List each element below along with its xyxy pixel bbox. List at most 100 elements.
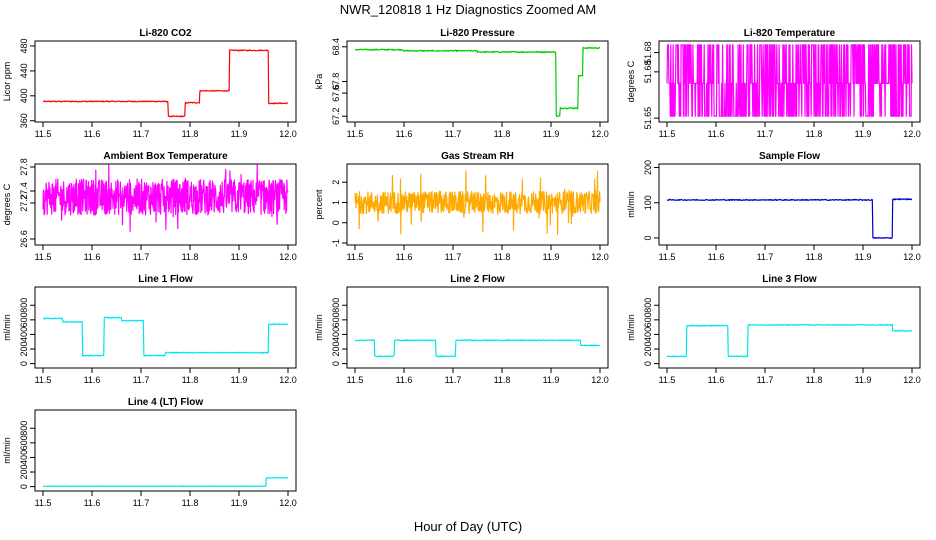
plot-frame (34, 409, 297, 492)
y-tick-label: 27.2 (19, 194, 29, 212)
y-tick-label: 2 (331, 180, 341, 185)
y-tick-label: 400 (331, 327, 341, 342)
y-tick-label: 0 (19, 484, 29, 489)
x-tick-label: 11.8 (182, 252, 199, 262)
x-tick-label: 11.8 (182, 129, 199, 139)
y-tick-label: 26.6 (19, 230, 29, 248)
x-tick-label: 11.6 (708, 129, 725, 139)
plot-frame (658, 163, 921, 246)
x-tick-label: 11.9 (231, 375, 248, 385)
y-tick-label: 600 (331, 312, 341, 327)
panel-1: Li-820 CO2 Licor ppm 11.5 11.6 11.7 11.8 11.9 1… (2, 28, 297, 139)
y-axis-label: ml/min (2, 314, 12, 341)
x-tick-label: 11.9 (855, 375, 872, 385)
y-tick-label: 800 (331, 298, 341, 313)
x-tick-label: 11.6 (84, 375, 101, 385)
y-tick-label: 200 (19, 465, 29, 480)
panel-8: Line 2 Flow ml/min 11.5 11.6 11.7 11.8 11.9 12.… (314, 274, 609, 385)
x-tick-label: 11.6 (396, 375, 413, 385)
x-tick-label: 11.9 (855, 129, 872, 139)
series-line (43, 316, 289, 357)
y-tick-label: 51.68 (643, 41, 653, 64)
x-tick-label: 12.0 (903, 129, 921, 139)
y-tick-label: 51.68 (643, 61, 653, 84)
plot-frame (346, 286, 609, 369)
x-tick-label: 11.8 (806, 252, 823, 262)
x-tick-label: 11.8 (806, 375, 823, 385)
x-tick-label: 11.9 (855, 252, 872, 262)
x-tick-label: 11.8 (494, 129, 511, 139)
panel-title: Gas Stream RH (441, 151, 514, 162)
x-tick-label: 11.6 (84, 129, 101, 139)
plot-frame (658, 40, 921, 123)
panel-2: Li-820 Pressure kPa 11.5 11.6 11.7 11.8 11.9 12… (314, 28, 609, 139)
y-tick-label: 1 (331, 200, 341, 205)
x-tick-label: 11.7 (133, 498, 150, 508)
y-tick-label: 200 (643, 342, 653, 357)
x-tick-label: 11.5 (659, 129, 676, 139)
y-tick-label: 67.2 (331, 107, 341, 125)
x-tick-label: 12.0 (279, 252, 297, 262)
x-tick-label: 11.7 (445, 252, 462, 262)
x-tick-label: 11.5 (347, 252, 364, 262)
y-axis-label: percent (314, 189, 324, 220)
series-line (666, 44, 913, 117)
x-tick-label: 11.5 (35, 252, 52, 262)
panel-10: Line 4 (LT) Flow ml/min 11.5 11.6 11.7 11.8 11… (2, 397, 297, 508)
y-tick-label: 600 (19, 435, 29, 450)
x-tick-label: 11.5 (659, 375, 676, 385)
x-tick-label: 11.6 (396, 129, 413, 139)
series-line (354, 339, 601, 358)
x-tick-label: 11.7 (757, 375, 774, 385)
panel-3: Li-820 Temperature degrees C 11.5 11.6 11.7 1… (626, 28, 921, 139)
y-tick-label: 440 (19, 63, 29, 78)
x-tick-label: 11.8 (494, 252, 511, 262)
x-tick-label: 12.0 (591, 129, 609, 139)
series-line (42, 49, 289, 118)
y-tick-label: 27.8 (19, 158, 29, 176)
x-tick-label: 12.0 (903, 375, 921, 385)
x-tick-label: 11.8 (182, 498, 199, 508)
y-tick-label: 67.8 (331, 73, 341, 91)
y-tick-label: 0 (643, 361, 653, 366)
x-tick-label: 12.0 (279, 129, 297, 139)
x-tick-label: 11.5 (347, 129, 364, 139)
y-tick-label: 200 (643, 160, 653, 175)
x-tick-label: 11.5 (659, 252, 676, 262)
panel-title: Li-820 Pressure (440, 28, 515, 39)
panel-title: Sample Flow (759, 151, 820, 162)
plot-frame (658, 286, 921, 369)
series-line (666, 198, 913, 239)
y-axis-label: ml/min (626, 191, 636, 218)
panel-5: Gas Stream RH percent 11.5 11.6 11.7 11.8 11.9… (314, 151, 609, 262)
x-tick-label: 12.0 (903, 252, 921, 262)
panel-title: Li-820 Temperature (744, 28, 836, 39)
y-tick-label: 800 (643, 298, 653, 313)
y-tick-label: 67.6 (331, 84, 341, 102)
y-tick-label: 51.65 (643, 107, 653, 130)
y-tick-label: 600 (19, 312, 29, 327)
y-axis-label: ml/min (314, 314, 324, 341)
panel-grid: Li-820 CO2 Licor ppm 11.5 11.6 11.7 11.8 11.9 1… (2, 28, 921, 508)
x-tick-label: 11.7 (757, 252, 774, 262)
panel-9: Line 3 Flow ml/min 11.5 11.6 11.7 11.8 11.9 12.… (626, 274, 921, 385)
y-tick-label: 480 (19, 38, 29, 53)
x-tick-label: 12.0 (279, 498, 297, 508)
x-tick-label: 11.8 (494, 375, 511, 385)
y-tick-label: 0 (331, 361, 341, 366)
y-tick-label: 600 (643, 312, 653, 327)
y-axis-label: ml/min (2, 437, 12, 464)
y-tick-label: 400 (19, 450, 29, 465)
series-line (666, 323, 912, 358)
y-tick-label: 0 (331, 220, 341, 225)
x-tick-label: 11.9 (231, 252, 248, 262)
panel-title: Ambient Box Temperature (103, 151, 228, 162)
x-tick-label: 11.8 (806, 129, 823, 139)
series-line (42, 164, 289, 232)
y-tick-label: 200 (19, 342, 29, 357)
series-line (354, 170, 601, 236)
figure-x-axis-label: Hour of Day (UTC) (414, 519, 522, 534)
panel-title: Line 2 Flow (450, 274, 505, 285)
y-tick-label: 400 (643, 327, 653, 342)
plot-frame (346, 163, 609, 246)
